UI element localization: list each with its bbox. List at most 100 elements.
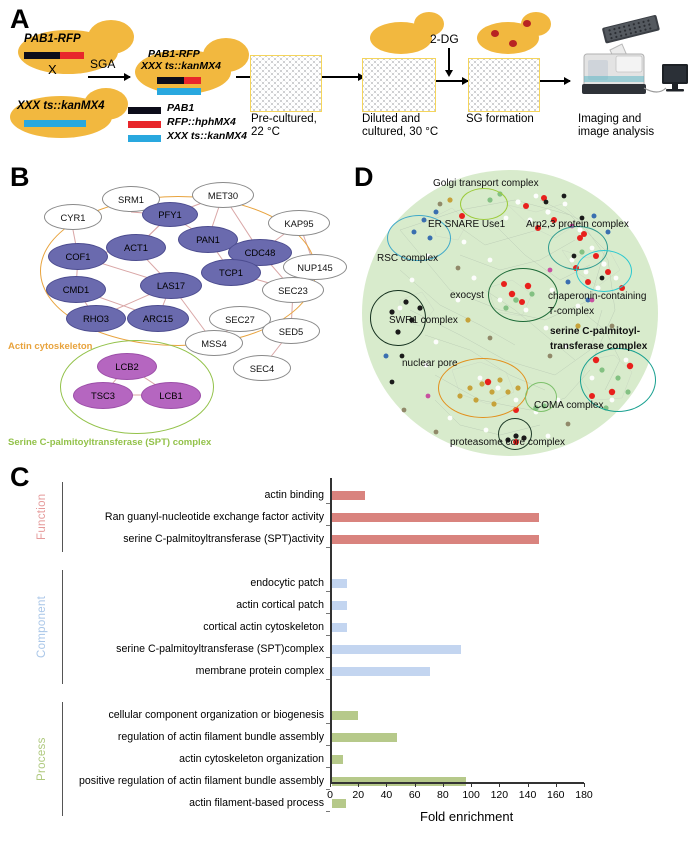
panel-c-letter: C	[10, 462, 30, 492]
arrow-2dg	[445, 48, 452, 77]
cluster-ring-rsc-complex	[387, 215, 451, 261]
category-label-process: Process	[36, 737, 48, 781]
bar-ran-guanyl-nucleotide-exchange-factor-activity	[331, 513, 540, 522]
progeny-label-line1: PAB1-RFP	[148, 48, 200, 60]
network-node-act1[interactable]: ACT1	[106, 234, 166, 261]
diluted-label-line2: cultured, 30 °C	[362, 126, 439, 138]
y-axis-tick	[326, 635, 330, 636]
x-axis-tick	[442, 783, 444, 787]
precultured-label-line2: 22 °C	[251, 126, 280, 138]
network-node-sed5[interactable]: SED5	[262, 318, 320, 344]
cluster-label-golgi-transport-complex: Golgi transport complex	[433, 178, 539, 189]
bar-endocytic-patch	[331, 579, 348, 588]
bar-label-serine-c-palmitoyltransferase-spt-complex: serine C-palmitoyltransferase (SPT)compl…	[116, 643, 324, 655]
cluster-label-proteasome-core-complex: proteasome core complex	[450, 437, 566, 448]
bar-label-positive-regulation-of-actin-filament-bundle-assembly: positive regulation of actin filament bu…	[79, 775, 324, 787]
x-axis-tick-label: 100	[462, 789, 480, 801]
x-axis-tick-label: 180	[575, 789, 593, 801]
y-axis-tick	[326, 723, 330, 724]
cross-symbol: X	[48, 62, 57, 77]
y-axis-tick	[326, 789, 330, 790]
network-node-cmd1[interactable]: CMD1	[46, 276, 106, 303]
y-axis-tick	[326, 767, 330, 768]
network-node-nup145[interactable]: NUP145	[283, 254, 347, 280]
cluster-ring-proteasome-core	[498, 418, 532, 450]
category-label-component: Component	[36, 595, 48, 659]
x-axis-tick	[584, 783, 585, 787]
bar-regulation-of-actin-filament-bundle-assembly	[331, 733, 397, 742]
cluster-label-chaperonin-containing: chaperonin-containing	[548, 291, 647, 302]
network-node-lcb2[interactable]: LCB2	[97, 353, 157, 380]
y-axis-tick	[326, 525, 330, 526]
cluster-label-swr1-complex: SWR1 complex	[389, 315, 458, 326]
network-node-met30[interactable]: MET30	[192, 182, 254, 208]
group-label-actin: Actin cytoskeleton	[8, 341, 93, 352]
x-axis-tick-label: 20	[352, 789, 365, 801]
network-node-cyr1[interactable]: CYR1	[44, 204, 102, 230]
network-node-kap95[interactable]: KAP95	[268, 210, 330, 236]
network-node-arc15[interactable]: ARC15	[127, 305, 189, 332]
network-node-tcp1[interactable]: TCP1	[201, 259, 261, 286]
imaging-label-line1: Imaging and	[578, 113, 642, 125]
legend-label-kanmx4: XXX ts::kanMX4	[167, 130, 247, 142]
chart-x-axis-title: Fold enrichment	[420, 809, 514, 824]
gene-bar-pab1-progeny	[157, 77, 184, 84]
network-node-rho3[interactable]: RHO3	[66, 305, 126, 332]
bar-label-regulation-of-actin-filament-bundle-assembly: regulation of actin filament bundle asse…	[117, 731, 324, 743]
bar-serine-c-palmitoyltransferase-spt-complex	[331, 645, 462, 654]
cluster-ring-chaperonin-t-complex	[576, 250, 632, 292]
bar-cellular-component-organization-or-biogenesis	[331, 711, 359, 720]
bar-label-actin-cytoskeleton-organization: actin cytoskeleton organization	[179, 753, 324, 765]
bar-label-actin-cortical-patch: actin cortical patch	[236, 599, 324, 611]
gene-bar-pab1-top	[24, 52, 60, 59]
legend-swatch-kanmx4	[128, 135, 161, 142]
y-axis-tick	[326, 811, 330, 812]
cluster-ring-swr1-complex	[370, 290, 426, 346]
network-node-cof1[interactable]: COF1	[48, 243, 108, 270]
diluted-label-line1: Diluted and	[362, 113, 421, 125]
cluster-label-transferase-complex: transferase complex	[550, 341, 648, 352]
y-axis-tick	[326, 679, 330, 680]
network-node-srm1[interactable]: SRM1	[102, 186, 160, 212]
cluster-label-er-snare-use1: ER SNARE Use1	[428, 219, 506, 230]
panel-d-letter: D	[354, 162, 374, 192]
plate-precultured	[250, 55, 322, 112]
cluster-ring-coma-complex	[525, 382, 557, 412]
bar-label-actin-filament-based-process: actin filament-based process	[189, 797, 324, 809]
cluster-label-coma-complex: COMA complex	[534, 400, 604, 411]
y-axis-tick	[326, 745, 330, 746]
network-node-las17[interactable]: LAS17	[140, 272, 202, 299]
network-node-sec27[interactable]: SEC27	[209, 306, 271, 332]
network-node-mss4[interactable]: MSS4	[185, 330, 243, 356]
cluster-label-exocyst: exocyst	[450, 290, 484, 301]
bar-actin-filament-based-process	[331, 799, 346, 808]
panel-b-letter: B	[10, 162, 30, 192]
category-label-function: Function	[36, 493, 48, 541]
x-axis-tick	[499, 783, 501, 787]
cluster-label-serine-c-palmitoyl: serine C-palmitoyl-	[550, 326, 641, 337]
bar-label-endocytic-patch: endocytic patch	[250, 577, 324, 589]
network-node-sec23[interactable]: SEC23	[262, 277, 324, 303]
y-axis-tick	[326, 591, 330, 592]
gene-bar-kanmx4-progeny	[157, 88, 201, 95]
legend-swatch-pab1	[128, 107, 161, 114]
x-axis-tick-label: 120	[490, 789, 509, 801]
legend-label-rfp: RFP::hphMX4	[167, 116, 236, 128]
network-node-lcb1[interactable]: LCB1	[141, 382, 201, 409]
x-axis-tick-label: 60	[408, 789, 421, 801]
cluster-label-t-complex: T-complex	[548, 306, 595, 317]
plate-diluted	[362, 58, 436, 112]
legend-label-pab1: PAB1	[167, 102, 195, 114]
network-node-pfy1[interactable]: PFY1	[142, 202, 198, 227]
category-bracket-process	[62, 702, 64, 816]
network-node-tsc3[interactable]: TSC3	[73, 382, 133, 409]
x-axis-tick-label: 80	[437, 789, 449, 801]
network-node-sec4[interactable]: SEC4	[233, 355, 291, 381]
arrow-to-imaging	[540, 77, 571, 84]
bar-actin-cytoskeleton-organization	[331, 755, 343, 764]
treatment-label: 2-DG	[430, 32, 459, 46]
category-bracket-component	[62, 570, 64, 684]
y-axis-tick	[326, 613, 330, 614]
bar-label-cellular-component-organization-or-biogenesis: cellular component organization or bioge…	[108, 709, 324, 721]
bar-label-membrane-protein-complex: membrane protein complex	[195, 665, 324, 677]
